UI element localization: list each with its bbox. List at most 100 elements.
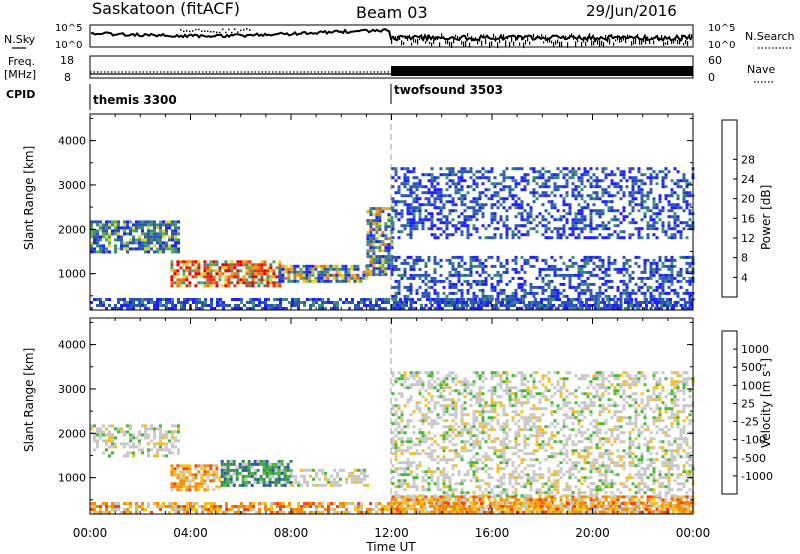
power-cell [177,220,180,224]
power-cell [619,230,623,234]
power-cell [661,285,665,289]
power-cell [571,188,575,192]
power-cell [281,267,285,271]
nsky-spike [691,34,693,39]
power-cell [456,298,459,301]
power-cell [547,179,551,183]
nsky-spike [493,33,495,38]
power-cell [156,250,159,254]
nsky-spike [647,36,649,41]
power-cell [625,282,629,286]
power-cell [397,236,401,240]
vel-cell [215,485,219,489]
power-cell [631,233,635,237]
vel-cell [445,446,449,450]
power-cell [685,200,689,204]
nsky-spike [657,37,659,40]
power-cell [636,307,639,310]
vel-cell [460,488,464,492]
power-cell [233,272,237,276]
power-cell [490,212,494,216]
vel-cell [430,374,434,378]
vel-cell [451,398,455,402]
power-cell [174,244,177,248]
vel-cell [451,437,455,441]
vel-cell [466,386,470,390]
power-cell [502,291,506,295]
power-cell [667,170,671,174]
power-cell [688,255,692,259]
vel-cell [165,442,168,446]
vel-cell [421,449,425,453]
power-cell [685,185,689,189]
power-cell [607,227,611,231]
vel-cell [442,419,446,423]
power-cell [378,243,382,247]
power-cell [541,173,545,177]
power-cell [117,235,120,239]
power-cell [541,288,545,292]
power-cell [275,284,279,288]
power-cell [565,218,569,222]
power-cell [320,276,324,280]
power-cell [655,236,659,240]
vel-cell [451,389,455,393]
power-cell [156,235,159,239]
power-cell [159,298,162,301]
power-cell [628,279,632,283]
power-cell [126,307,129,310]
vel-cell [265,459,269,463]
power-cell [585,301,588,304]
vel-cell [499,498,503,502]
power-cell [394,173,398,177]
nsky-spike [595,37,597,43]
power-cell [427,285,431,289]
power-cell [562,273,566,277]
vel-cell [400,410,404,414]
vel-cell [442,434,446,438]
power-cell [230,269,234,273]
power-cell [177,247,180,251]
power-cell [318,307,321,310]
power-cell [390,240,394,244]
vel-cell [472,434,476,438]
vel-cell [120,430,123,434]
power-cell [478,258,482,262]
power-cell [670,261,674,265]
power-cell [517,276,521,280]
power-cell [619,173,623,177]
power-cell [571,176,575,180]
power-cell [595,194,599,198]
vel-cell [244,465,248,469]
vel-cell [430,495,434,499]
vel-cell [469,464,473,468]
power-cell [490,182,494,186]
vel-cell [589,507,593,511]
vel-cell [397,437,401,441]
power-cell [138,235,141,239]
power-cell [490,288,494,292]
power-cell [165,223,168,227]
power-cell [475,176,479,180]
nsky-spike [569,34,571,39]
power-cell [296,264,300,268]
power-cell [293,276,297,280]
power-cell [390,219,394,223]
power-cell [448,170,452,174]
power-cell [522,298,525,301]
power-cell [481,167,485,171]
power-cell [550,279,554,283]
vel-cell [185,485,189,489]
vel-cell [466,461,470,465]
power-cell [186,298,189,301]
power-cell [209,260,213,264]
power-cell [550,230,554,234]
power-cell [465,301,468,304]
power-cell [667,227,671,231]
power-cell [372,267,376,271]
power-cell [424,197,428,201]
vel-cell [460,449,464,453]
vel-cell [469,461,473,465]
power-cell [221,266,225,270]
power-cell [412,197,416,201]
